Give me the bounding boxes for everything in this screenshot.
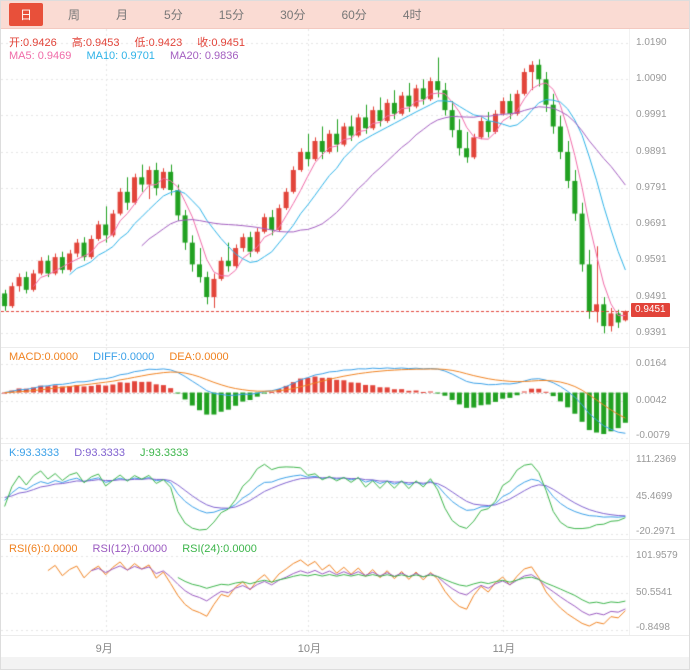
main-y-tick: 0.9991 — [636, 109, 667, 121]
macd-canvas[interactable] — [1, 348, 629, 444]
tab-30min[interactable]: 30分 — [280, 8, 306, 22]
kdj-y-tick: 111.2369 — [636, 454, 677, 465]
macd-y-tick: 0.0164 — [636, 358, 667, 369]
main-y-tick: 0.9791 — [636, 181, 667, 193]
time-axis-corner — [629, 635, 689, 657]
rsi-y-tick: -0.8498 — [636, 622, 670, 633]
month-label: 10月 — [297, 643, 322, 655]
tab-day[interactable]: 日 — [9, 3, 44, 26]
d-value: D:93.3333 — [74, 447, 125, 459]
ma5-value: MA5: 0.9469 — [9, 50, 72, 62]
tab-5min[interactable]: 5分 — [164, 8, 183, 22]
kdj-readout: K:93.3333 D:93.3333 J:93.3333 — [9, 447, 200, 459]
tab-15min[interactable]: 15分 — [218, 8, 245, 22]
bottom-margin — [1, 657, 689, 669]
rsi-axis: 101.9579 50.5541 -0.8498 — [629, 540, 689, 635]
main-y-tick: 1.0190 — [636, 37, 667, 48]
kdj-axis: 111.2369 45.4699 -20.2971 — [629, 444, 689, 539]
macd-y-tick: -0.0079 — [636, 430, 670, 441]
month-label: 11月 — [492, 643, 516, 655]
main-y-tick: 0.9491 — [636, 290, 667, 302]
rsi-panel: RSI(6):0.0000 RSI(12):0.0000 RSI(24):0.0… — [1, 539, 689, 636]
main-y-tick: 0.9691 — [636, 218, 667, 230]
dea-value: DEA:0.0000 — [169, 351, 229, 363]
kdj-y-tick: -20.2971 — [636, 526, 676, 537]
low-value: 低:0.9423 — [134, 37, 183, 49]
tab-month[interactable]: 月 — [116, 8, 129, 22]
kdj-panel: K:93.3333 D:93.3333 J:93.3333 111.2369 4… — [1, 443, 689, 540]
ma10-value: MA10: 0.9701 — [86, 50, 155, 62]
kdj-y-tick: 45.4699 — [636, 491, 673, 502]
rsi-canvas[interactable] — [1, 540, 629, 636]
open-value: 开:0.9426 — [9, 37, 57, 49]
close-value: 收:0.9451 — [197, 37, 245, 49]
price-panel: 开:0.9426 高:0.9453 低:0.9423 收:0.9451 MA5:… — [1, 29, 689, 347]
main-y-tick: 0.9891 — [636, 145, 667, 157]
diff-value: DIFF:0.0000 — [93, 351, 155, 363]
ohlc-readout: 开:0.9426 高:0.9453 低:0.9423 收:0.9451 — [9, 34, 257, 50]
rsi24-value: RSI(24):0.0000 — [182, 543, 257, 555]
main-y-tick: 1.0090 — [636, 73, 667, 85]
macd-y-tick: 0.0042 — [636, 395, 667, 406]
macd-value: MACD:0.0000 — [9, 351, 79, 363]
j-value: J:93.3333 — [140, 447, 189, 459]
kdj-canvas[interactable] — [1, 444, 629, 540]
high-value: 高:0.9453 — [71, 37, 120, 49]
macd-axis: 0.0164 0.0042 -0.0079 — [629, 348, 689, 443]
tab-60min[interactable]: 60分 — [341, 8, 367, 22]
tab-week[interactable]: 周 — [68, 8, 81, 22]
time-axis: 9月 10月 11月 — [1, 635, 629, 657]
rsi12-value: RSI(12):0.0000 — [92, 543, 168, 555]
price-axis: 1.0190 1.0090 0.9991 0.9891 0.9791 0.969… — [629, 29, 689, 347]
main-y-tick: 0.9591 — [636, 254, 667, 266]
main-chart-canvas[interactable] — [1, 29, 629, 347]
rsi-y-tick: 101.9579 — [636, 550, 678, 561]
rsi-readout: RSI(6):0.0000 RSI(12):0.0000 RSI(24):0.0… — [9, 543, 269, 555]
rsi-y-tick: 50.5541 — [636, 587, 673, 598]
ma-readout: MA5: 0.9469 MA10: 0.9701 MA20: 0.9836 — [9, 50, 251, 62]
month-label: 9月 — [95, 643, 113, 655]
ma20-value: MA20: 0.9836 — [170, 50, 239, 62]
k-value: K:93.3333 — [9, 447, 60, 459]
macd-panel: MACD:0.0000 DIFF:0.0000 DEA:0.0000 0.016… — [1, 347, 689, 444]
tab-4hour[interactable]: 4时 — [402, 8, 422, 22]
main-y-tick: 0.9391 — [636, 327, 667, 338]
rsi6-value: RSI(6):0.0000 — [9, 543, 78, 555]
timeframe-toolbar: 日 周 月 5分 15分 30分 60分 4时 — [1, 1, 689, 29]
last-price-tag: 0.9451 — [631, 303, 670, 318]
macd-readout: MACD:0.0000 DIFF:0.0000 DEA:0.0000 — [9, 351, 241, 363]
